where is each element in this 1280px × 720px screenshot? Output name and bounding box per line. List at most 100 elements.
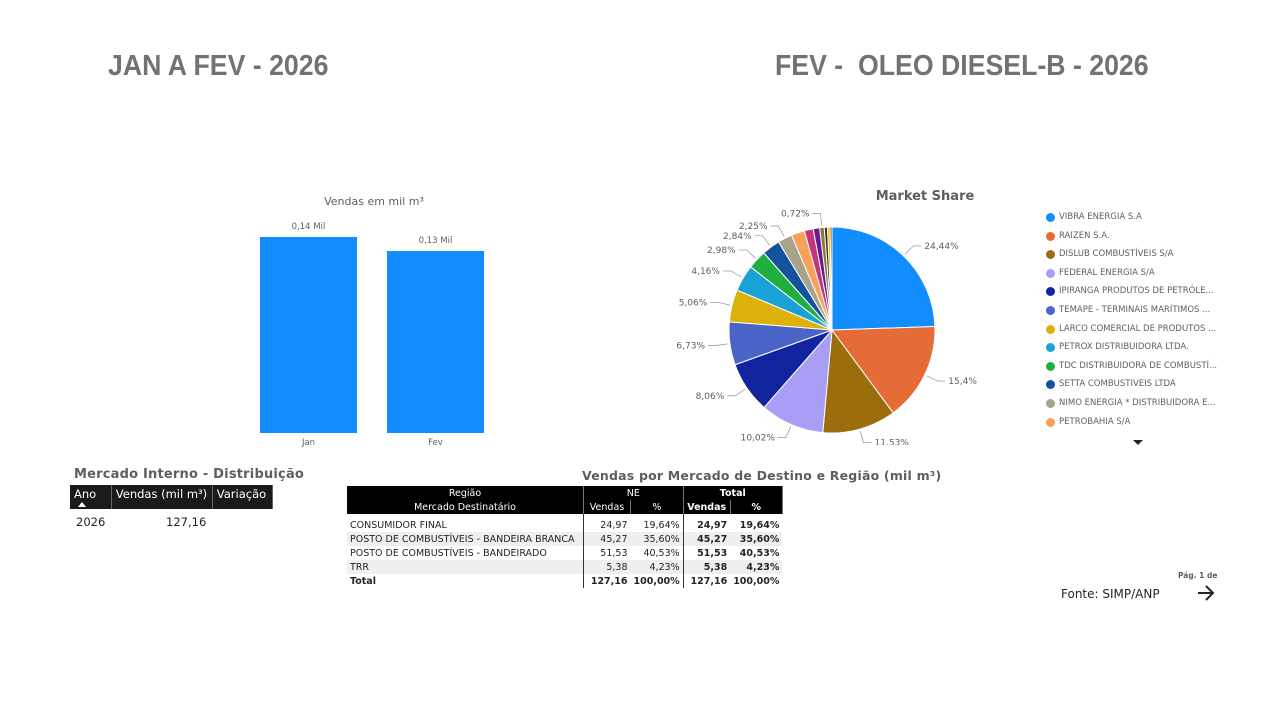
- pie-leader-line: [859, 431, 872, 444]
- pie-leader-line: [770, 225, 785, 237]
- vendas-destino-title: Vendas por Mercado de Destino e Região (…: [582, 468, 942, 483]
- pie-leader-line: [777, 426, 792, 438]
- pie-slice[interactable]: [822, 328, 894, 434]
- hdr-ne[interactable]: NE: [583, 486, 684, 500]
- legend-item[interactable]: IPIRANGA PRODUTOS DE PETRÓLE...: [1046, 284, 1226, 303]
- bar-jan[interactable]: [260, 237, 357, 433]
- pie-data-label: 8,06%: [696, 392, 725, 402]
- hdr-ne-pct[interactable]: %: [630, 500, 684, 514]
- hdr-total-pct[interactable]: %: [730, 500, 783, 514]
- pie-chart: 24,44% 15,4% 11,53% 10,02% 8,06% 6,73% 5,06% 4,…: [676, 210, 977, 445]
- legend-label: SETTA COMBUSTIVEIS LTDA: [1059, 379, 1176, 390]
- mercado-interno-title: Mercado Interno - Distribuição: [74, 467, 305, 482]
- legend-swatch-icon: [1046, 250, 1055, 260]
- pie-data-label: 11,53%: [875, 439, 910, 445]
- legend-label: TEMAPE - TERMINAIS MARÍTIMOS ...: [1059, 304, 1211, 315]
- pie-data-label: 2,84%: [723, 232, 752, 242]
- vendas-destino-table: Região NE Total Mercado Destinatário Ven…: [347, 486, 783, 588]
- bar-chart-title: Vendas em mil m³: [324, 195, 424, 208]
- legend-item[interactable]: PETROBAHIA S/A: [1046, 415, 1226, 434]
- source-label: Fonte: SIMP/ANP: [1061, 587, 1160, 601]
- legend-label: LARCO COMERCIAL DE PRODUTOS ...: [1059, 323, 1217, 334]
- pie-leader-line: [738, 249, 756, 259]
- legend-item[interactable]: NIMO ENERGIA * DISTRIBUIDORA E...: [1046, 396, 1226, 415]
- x-tick-label: Jan: [301, 438, 315, 448]
- pie-data-label: 24,44%: [924, 242, 959, 252]
- legend-item[interactable]: DISLUB COMBUSTÍVEIS S/A: [1046, 247, 1226, 266]
- pie-chart-title: Market Share: [875, 189, 975, 204]
- cell-ano: 2026: [76, 515, 106, 529]
- legend-swatch-icon: [1046, 287, 1055, 297]
- left-page-title: JAN A FEV - 2026: [108, 50, 329, 82]
- page-indicator: Pág. 1 de: [1178, 571, 1218, 580]
- legend-label: PETROBAHIA S/A: [1059, 416, 1131, 427]
- legend-swatch-icon: [1046, 213, 1055, 222]
- hdr-mercado-destinatario[interactable]: Mercado Destinatário: [347, 500, 584, 514]
- pie-data-label: 5,06%: [679, 298, 708, 308]
- legend-label: DISLUB COMBUSTÍVEIS S/A: [1059, 249, 1174, 260]
- pie-data-label: 4,16%: [691, 267, 720, 277]
- sort-ascending-icon[interactable]: [78, 502, 86, 507]
- legend-item[interactable]: TDC DISTRIBUIDORA DE COMBUSTÍ...: [1046, 359, 1226, 378]
- pie-data-label: 2,25%: [739, 222, 768, 232]
- pie-leader-line: [710, 301, 731, 306]
- legend-item[interactable]: VIBRA ENERGIA S.A: [1046, 210, 1226, 229]
- legend-swatch-icon: [1046, 417, 1055, 427]
- hdr-total[interactable]: Total: [683, 486, 783, 500]
- legend-item[interactable]: SETTA COMBUSTIVEIS LTDA: [1046, 377, 1226, 396]
- pie-data-label: 0,72%: [781, 210, 810, 220]
- bar-fev[interactable]: [387, 251, 484, 433]
- bar-data-label: 0,13 Mil: [419, 236, 453, 246]
- bar-data-label: 0,14 Mil: [292, 222, 326, 232]
- legend-swatch-icon: [1046, 361, 1055, 371]
- table-row: CONSUMIDOR FINAL 24,97 19,64% 24,97 19,6…: [347, 518, 782, 532]
- pie-leader-line: [727, 388, 746, 397]
- legend-swatch-icon: [1046, 305, 1055, 315]
- pie-leader-line: [812, 213, 823, 226]
- pie-data-label: 6,73%: [676, 341, 705, 351]
- pie-slice[interactable]: [831, 226, 936, 331]
- table-row: TRR 5,38 4,23% 5,38 4,23%: [347, 560, 783, 574]
- table-row: 2026 127,16: [70, 509, 272, 535]
- bar-chart: 0,14 Mil Jan 0,13 Mil Fev: [260, 222, 484, 448]
- pie-slice[interactable]: [831, 326, 936, 414]
- legend-label: PETROX DISTRIBUIDORA LTDA.: [1059, 342, 1189, 353]
- table-total-row: Total 127,16 100,00% 127,16 100,00%: [347, 574, 782, 588]
- cell-variacao: [212, 509, 272, 535]
- legend-item[interactable]: RAIZEN S.A.: [1046, 229, 1226, 248]
- right-page-title: FEV - OLEO DIESEL-B - 2026: [775, 50, 1149, 82]
- hdr-regiao[interactable]: Região: [347, 486, 584, 500]
- legend-label: VIBRA ENERGIA S.A: [1059, 212, 1142, 222]
- table-row: POSTO DE COMBUSTÍVEIS - BANDEIRA BRANCA …: [347, 532, 783, 546]
- legend-item[interactable]: FEDERAL ENERGIA S/A: [1046, 266, 1226, 285]
- col-variacao[interactable]: Variação: [212, 485, 273, 509]
- legend-label: FEDERAL ENERGIA S/A: [1059, 267, 1155, 278]
- pie-slice[interactable]: [829, 226, 833, 331]
- pie-data-label: 2,98%: [707, 246, 736, 256]
- legend-swatch-icon: [1046, 268, 1055, 278]
- pie-leader-line: [926, 375, 946, 382]
- pie-data-label: 15,4%: [948, 377, 977, 387]
- legend-item[interactable]: PETROX DISTRIBUIDORA LTDA.: [1046, 340, 1226, 359]
- cell-vendas: 127,16: [166, 515, 207, 529]
- x-tick-label: Fev: [428, 438, 443, 448]
- pie-legend: VIBRA ENERGIA S.A RAIZEN S.A. DISLUB COMBU…: [1046, 210, 1226, 433]
- pie-leader-line: [754, 235, 771, 246]
- legend-label: NIMO ENERGIA * DISTRIBUIDORA E...: [1059, 397, 1216, 408]
- table-row: POSTO DE COMBUSTÍVEIS - BANDEIRADO 51,53…: [347, 546, 782, 560]
- legend-label: RAIZEN S.A.: [1059, 230, 1110, 241]
- arrow-right-icon[interactable]: [1195, 584, 1217, 602]
- col-vendas[interactable]: Vendas (mil m³): [111, 485, 213, 509]
- legend-label: IPIRANGA PRODUTOS DE PETRÓLE...: [1059, 286, 1214, 297]
- pie-leader-line: [708, 343, 728, 346]
- legend-swatch-icon: [1046, 380, 1055, 390]
- legend-item[interactable]: LARCO COMERCIAL DE PRODUTOS ...: [1046, 322, 1226, 341]
- hdr-total-vendas[interactable]: Vendas: [683, 500, 731, 514]
- hdr-ne-vendas[interactable]: Vendas: [583, 500, 631, 514]
- legend-swatch-icon: [1046, 231, 1055, 241]
- legend-swatch-icon: [1046, 343, 1055, 353]
- legend-item[interactable]: TEMAPE - TERMINAIS MARÍTIMOS ...: [1046, 303, 1226, 322]
- legend-more-caret-icon[interactable]: [1133, 440, 1143, 445]
- col-ano[interactable]: Ano: [70, 485, 112, 509]
- mercado-interno-table: Ano Vendas (mil m³) Variação 2026 127,16: [70, 485, 273, 535]
